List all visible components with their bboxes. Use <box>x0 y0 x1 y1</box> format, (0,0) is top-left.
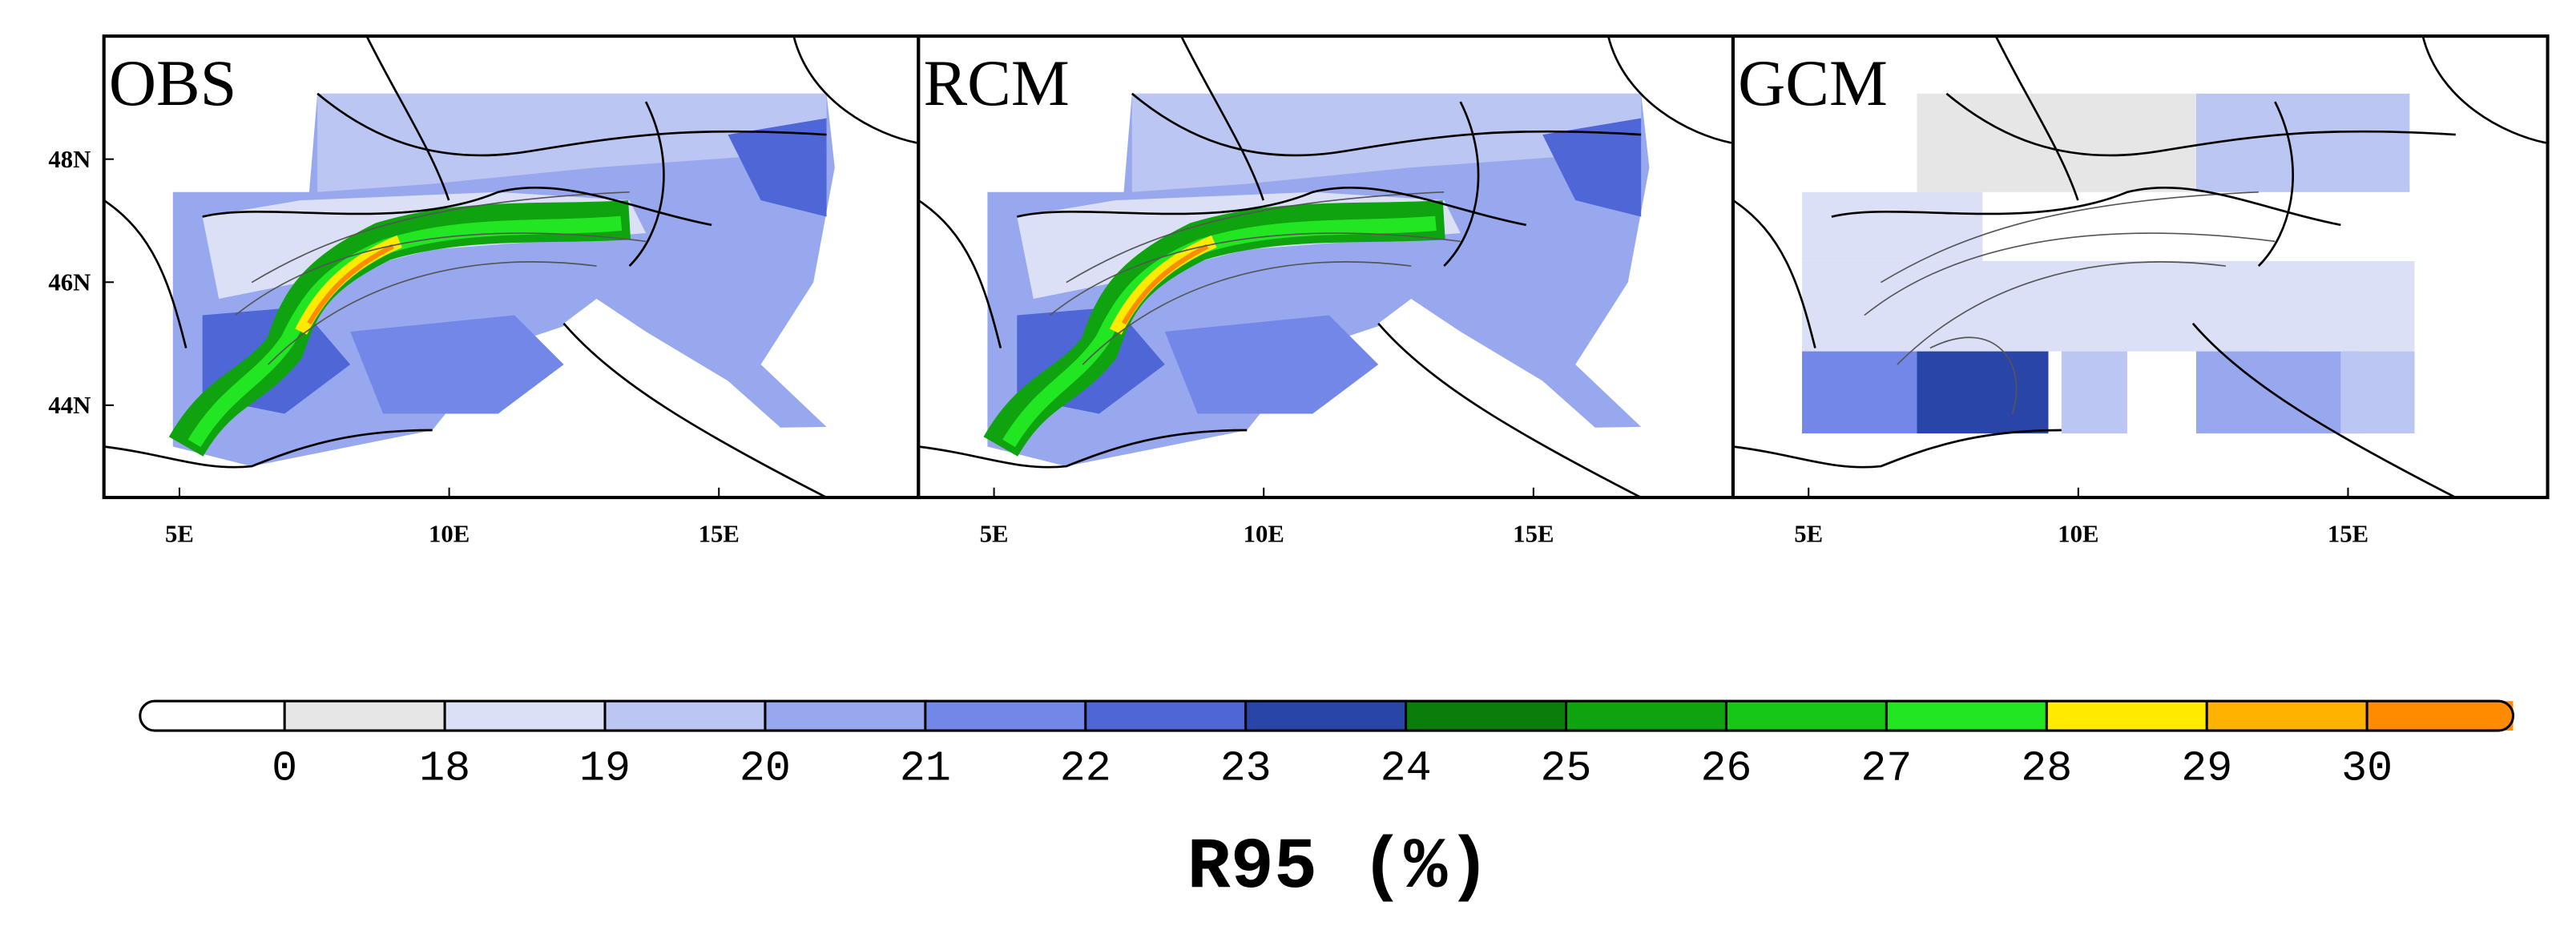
y-tick-label: 46N <box>48 269 91 296</box>
x-tick-label: 5E <box>1794 520 1823 547</box>
map-panel: RCM <box>917 34 1735 500</box>
x-tick-label: 10E <box>2058 520 2098 547</box>
colorbar-box <box>445 701 606 731</box>
colorbar-box <box>1085 701 1246 731</box>
gcm-cell <box>1802 191 1983 261</box>
panel-title: RCM <box>923 46 1069 119</box>
x-tick-label: 5E <box>980 520 1009 547</box>
colorbar-box <box>1886 701 2047 731</box>
colorbar-label: 22 <box>1060 746 1111 794</box>
gcm-cell <box>2061 351 2127 434</box>
x-tick-label: 15E <box>699 520 740 547</box>
colorbar-box <box>1566 701 1727 731</box>
colorbar-box <box>2207 701 2368 731</box>
panel-frame <box>1731 34 2550 500</box>
contour <box>1864 191 2276 414</box>
x-tick-label: 15E <box>2328 520 2368 547</box>
colorbar-box <box>605 701 765 731</box>
colorbar-label: 30 <box>2341 746 2393 794</box>
panel-title: GCM <box>1738 46 1888 119</box>
gcm-cell <box>2340 351 2415 434</box>
x-tick-label: 5E <box>165 520 194 547</box>
colorbar-label: 23 <box>1220 746 1272 794</box>
colorbar-box <box>764 701 925 731</box>
x-tick-label: 10E <box>1244 520 1284 547</box>
gcm-cell <box>1802 351 1917 434</box>
colorbar-box <box>2367 701 2514 731</box>
colorbar-box <box>1405 701 1566 731</box>
gcm-cell <box>2195 93 2410 192</box>
colorbar-label: 25 <box>1541 746 1592 794</box>
colorbar-box <box>1726 701 1887 731</box>
x-tick-label: 10E <box>429 520 470 547</box>
colorbar-label: 0 <box>272 746 297 794</box>
colorbar-label: 26 <box>1700 746 1752 794</box>
map-panel: OBS <box>102 34 921 500</box>
colorbar-box <box>284 701 445 731</box>
panel-title: OBS <box>109 46 236 119</box>
map-panel: GCM <box>1731 34 2550 500</box>
colorbar-label: 18 <box>419 746 470 794</box>
colorbar-label: 19 <box>579 746 631 794</box>
colorbar-frame <box>139 699 2515 732</box>
colorbar-label: 20 <box>740 746 791 794</box>
y-tick-label: 48N <box>48 146 91 173</box>
colorbar-box <box>925 701 1086 731</box>
colorbar-label: 27 <box>1860 746 1912 794</box>
colorbar-label: 24 <box>1381 746 1432 794</box>
colorbar-title: R95 (%) <box>1187 827 1491 909</box>
colorbar-label: 28 <box>2021 746 2072 794</box>
gcm-cell <box>1917 351 2049 434</box>
x-tick-label: 15E <box>1513 520 1554 547</box>
colorbar-box <box>139 701 285 731</box>
gcm-cell <box>1917 93 2196 192</box>
gcm-cell <box>2195 351 2360 434</box>
colorbar-box <box>2046 701 2207 731</box>
y-tick-label: 44N <box>48 392 91 419</box>
colorbar-box <box>1245 701 1406 731</box>
colorbar-label: 29 <box>2181 746 2232 794</box>
colorbar-label: 21 <box>900 746 951 794</box>
gcm-cell <box>2267 260 2415 352</box>
